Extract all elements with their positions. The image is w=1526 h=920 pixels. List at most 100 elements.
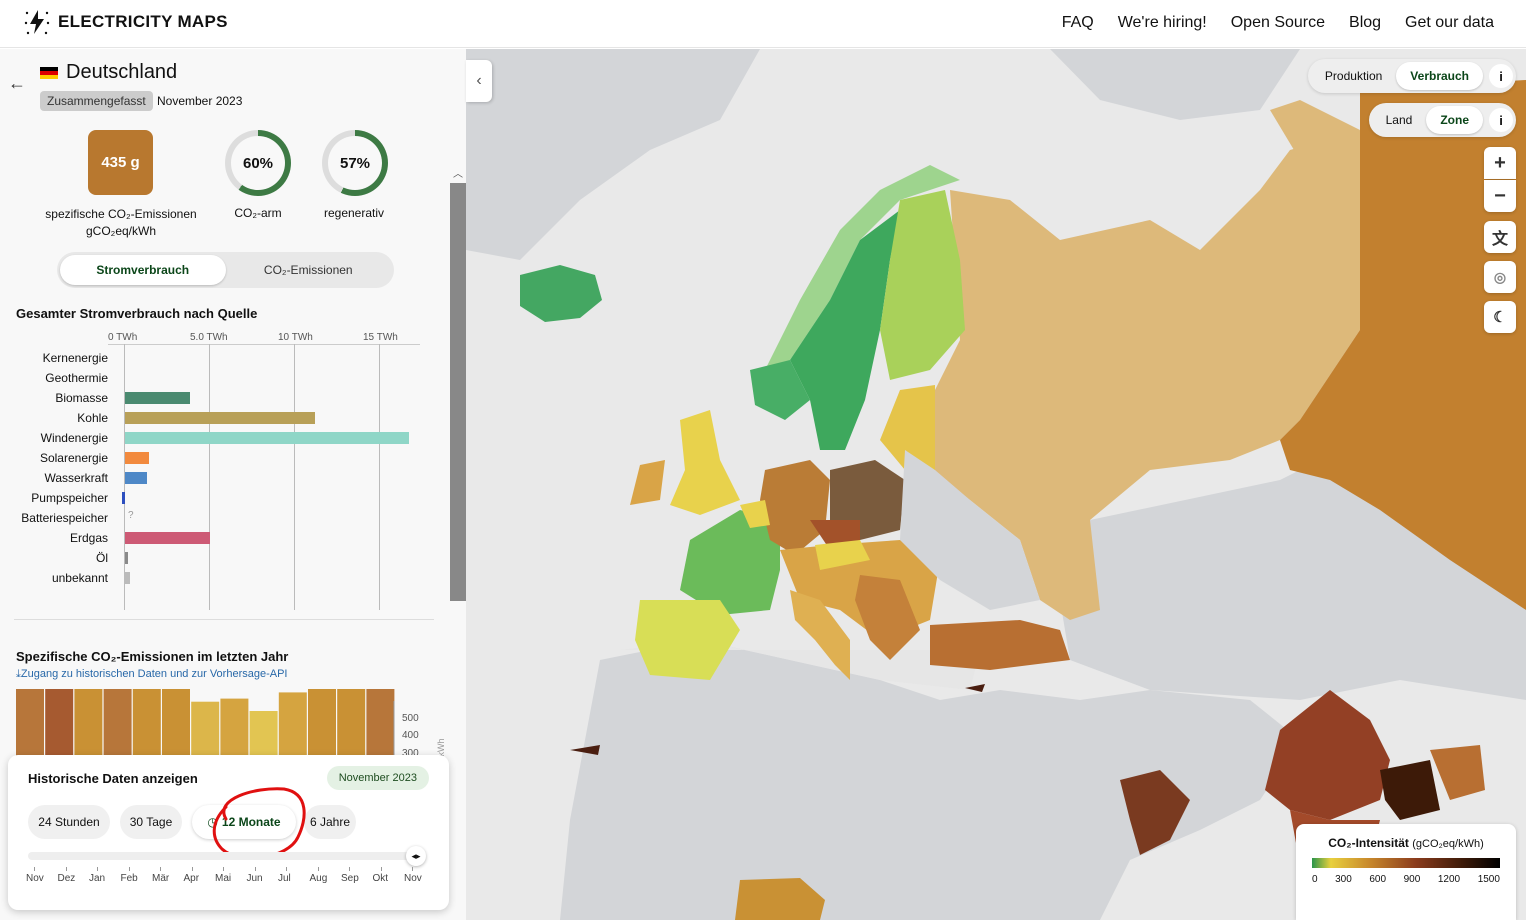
nav-blog[interactable]: Blog	[1349, 14, 1382, 31]
chart-row[interactable]: Erdgas	[0, 528, 410, 548]
zone-great-britain[interactable]	[670, 410, 740, 515]
zone-russia-west[interactable]	[930, 130, 1360, 620]
chart-row[interactable]: Öl	[0, 548, 410, 568]
zone-belarus-ukraine[interactable]	[900, 450, 1040, 610]
scrollbar-thumb[interactable]	[450, 183, 466, 601]
chart-row[interactable]: Pumpspeicher	[0, 488, 410, 508]
zone-india-east[interactable]	[1380, 760, 1440, 820]
zone-russia-north[interactable]	[1270, 100, 1360, 160]
zone-oman-uae[interactable]	[1120, 770, 1190, 855]
emissions-bar[interactable]	[220, 698, 249, 804]
zone-france[interactable]	[680, 510, 780, 615]
mode-production[interactable]: Produktion	[1324, 69, 1383, 83]
chart-row[interactable]: Windenergie	[0, 428, 410, 448]
range-6y[interactable]: 6 Jahre	[304, 805, 356, 839]
zone-cyprus[interactable]	[965, 684, 985, 692]
nav-hiring[interactable]: We're hiring!	[1117, 14, 1207, 31]
zone-india-north[interactable]	[1265, 690, 1390, 820]
zone-iceland[interactable]	[520, 265, 602, 322]
emissions-bar[interactable]	[103, 661, 132, 804]
emissions-bar[interactable]	[191, 701, 220, 804]
chart-row-label: Erdgas	[69, 531, 108, 545]
nav-faq[interactable]: FAQ	[1061, 14, 1094, 31]
chart-row[interactable]: Batteriespeicher?	[0, 508, 410, 528]
nav-get-data[interactable]: Get our data	[1405, 14, 1494, 31]
zone-finland[interactable]	[880, 190, 965, 380]
emissions-bar[interactable]	[16, 669, 44, 804]
scrollbar[interactable]: ︿ ﹀	[450, 169, 466, 920]
chart-bar[interactable]	[125, 572, 131, 584]
zone-norway[interactable]	[760, 165, 960, 380]
scroll-up-icon[interactable]: ︿	[453, 169, 463, 180]
chart-bar[interactable]	[125, 412, 316, 424]
chart-bar[interactable]	[125, 432, 409, 444]
granularity-zone[interactable]: Zone	[1426, 106, 1483, 134]
info-icon[interactable]: i	[1489, 108, 1513, 132]
chart-row[interactable]: Biomasse	[0, 388, 410, 408]
emissions-bar[interactable]	[337, 687, 366, 804]
emissions-bar[interactable]	[249, 711, 278, 804]
timeline-track[interactable]	[28, 852, 426, 860]
chart-bar[interactable]	[125, 552, 129, 564]
emissions-bar[interactable]	[132, 686, 161, 804]
zone-balkans[interactable]	[855, 575, 920, 660]
nav-open-source[interactable]: Open Source	[1230, 14, 1326, 31]
zone-sweden[interactable]	[790, 210, 900, 450]
logo[interactable]: ELECTRICITY MAPS	[24, 8, 228, 36]
zoom-out-button[interactable]: −	[1484, 180, 1516, 212]
chart-bar[interactable]	[121, 492, 125, 504]
chart-row[interactable]: unbekannt	[0, 568, 410, 588]
chart-bar[interactable]	[125, 452, 149, 464]
zone-nigeria[interactable]	[735, 878, 825, 920]
zone-india-northeast[interactable]	[1430, 745, 1485, 800]
zone-turkey[interactable]	[930, 620, 1070, 670]
map[interactable]: Produktion Verbrauch i Land Zone i + − 文…	[466, 49, 1526, 920]
toggle-consumption[interactable]: Stromverbrauch	[60, 255, 226, 285]
zone-ireland[interactable]	[630, 460, 665, 505]
zone-canary[interactable]	[570, 745, 600, 755]
toggle-colorblind-button[interactable]: ◎	[1484, 261, 1516, 293]
zone-baltics[interactable]	[880, 385, 935, 470]
emissions-bar[interactable]	[162, 686, 190, 804]
emissions-bar[interactable]	[45, 652, 74, 804]
chart-bar[interactable]	[125, 472, 148, 484]
granularity-country[interactable]: Land	[1385, 113, 1413, 127]
api-link[interactable]: ⤓Zugang zu historischen Daten und zur Vo…	[16, 668, 287, 681]
language-button[interactable]: 文	[1484, 221, 1516, 253]
chart-row[interactable]: Kernenergie	[0, 348, 410, 368]
emissions-bar[interactable]	[278, 692, 307, 804]
chart-row[interactable]: Kohle	[0, 408, 410, 428]
zone-russia-east[interactable]	[1280, 80, 1526, 610]
toggle-dark-mode-button[interactable]: ☾	[1484, 301, 1516, 333]
chart-row-label: unbekannt	[51, 571, 108, 585]
back-arrow-icon[interactable]: ←	[8, 73, 26, 93]
collapse-panel-button[interactable]: ‹	[466, 60, 492, 102]
timeline-handle[interactable]: ◂▸	[406, 846, 426, 866]
emissions-bar[interactable]	[366, 669, 395, 804]
chart-bar[interactable]	[125, 532, 210, 544]
chart-bar[interactable]	[125, 392, 190, 404]
zone-italy[interactable]	[790, 590, 850, 680]
zone-austria-slovakia[interactable]	[815, 540, 870, 570]
zone-benelux[interactable]	[740, 500, 770, 528]
toggle-emissions[interactable]: CO₂-Emissionen	[263, 263, 353, 277]
mode-consumption[interactable]: Verbrauch	[1396, 62, 1483, 90]
range-30d[interactable]: 30 Tage	[120, 805, 182, 839]
range-12m[interactable]: ◷ 12 Monate	[192, 805, 296, 839]
map-canvas[interactable]	[466, 49, 1526, 920]
timeline-tick	[286, 867, 287, 871]
timeline-label: Mär	[152, 873, 170, 884]
chart-bar[interactable]: ?	[128, 510, 134, 521]
zone-germany[interactable]	[760, 460, 830, 555]
chart-row-label: Biomasse	[55, 391, 108, 405]
zoom-in-button[interactable]: +	[1484, 147, 1516, 179]
emissions-bar[interactable]	[74, 681, 103, 804]
info-icon[interactable]: i	[1489, 64, 1513, 88]
range-24h[interactable]: 24 Stunden	[28, 805, 110, 839]
chart-row[interactable]: Geothermie	[0, 368, 410, 388]
emissions-bar[interactable]	[308, 684, 336, 804]
zone-norway-south[interactable]	[750, 360, 810, 420]
chart-row[interactable]: Wasserkraft	[0, 468, 410, 488]
zone-spain[interactable]	[635, 600, 740, 680]
chart-row[interactable]: Solarenergie	[0, 448, 410, 468]
